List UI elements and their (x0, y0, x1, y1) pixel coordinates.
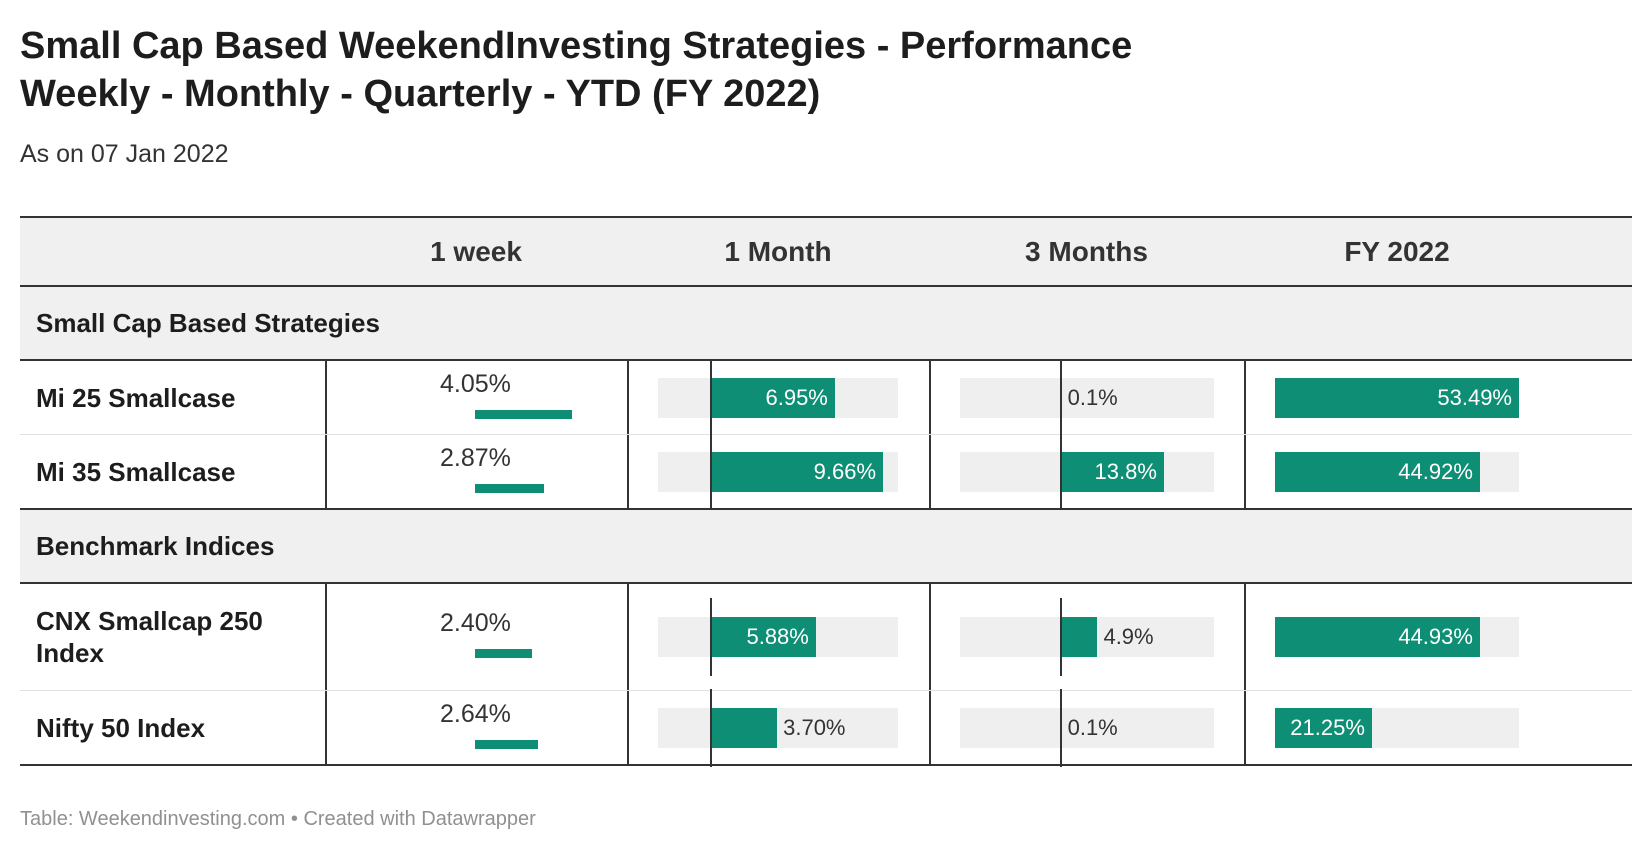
week-value: 4.05% (440, 369, 511, 398)
week-bar (475, 649, 533, 658)
quarter-bar (1060, 617, 1098, 657)
group-label: Small Cap Based Strategies (36, 308, 380, 338)
month-value: 9.66% (813, 458, 877, 484)
month-zero-line (710, 688, 713, 767)
month-bar (711, 617, 816, 657)
month-value: 5.88% (746, 624, 809, 649)
column-divider (325, 584, 327, 690)
week-bar (475, 409, 572, 419)
week-cell: 2.40% (325, 584, 627, 690)
quarter-track (960, 707, 1214, 748)
quarter-zero-line (1059, 358, 1062, 437)
row-label: Mi 25 Smallcase (36, 382, 236, 413)
col-header-month: 1 Month (724, 236, 832, 267)
column-divider (627, 361, 629, 434)
quarter-bar (1060, 451, 1164, 492)
col-header-quarter: 3 Months (1025, 236, 1148, 267)
fy-value: 21.25% (1290, 714, 1365, 740)
col-header-fy: FY 2022 (1344, 236, 1450, 267)
title-line-2: Weekly - Monthly - Quarterly - YTD (FY 2… (20, 73, 821, 115)
week-value: 2.40% (440, 609, 511, 637)
fy-bar (1275, 451, 1480, 492)
column-divider (1244, 435, 1246, 508)
quarter-value: 4.9% (1103, 624, 1154, 649)
quarter-zero-line (1059, 598, 1062, 676)
quarter-zero-line (1059, 688, 1062, 767)
chart-title: Small Cap Based WeekendInvesting Strateg… (20, 22, 1132, 118)
chart-footer: Table: Weekendinvesting.com • Created wi… (20, 808, 536, 830)
quarter-value: 0.1% (1067, 714, 1118, 740)
row-label: Mi 35 Smallcase (36, 456, 236, 487)
column-divider (929, 435, 931, 508)
col-header-week: 1 week (430, 236, 522, 267)
fy-value: 53.49% (1437, 384, 1512, 410)
row-label: CNX Smallcap 250 Index (36, 606, 263, 668)
month-value: 6.95% (765, 384, 828, 410)
column-divider (325, 435, 327, 508)
month-zero-line (710, 432, 713, 511)
month-zero-line (710, 598, 713, 676)
table-row: Nifty 50 Index 2.64% 3.70% 0.1% 21.25% (20, 688, 1632, 767)
column-divider (627, 691, 629, 764)
quarter-track (960, 377, 1214, 418)
column-divider (325, 361, 327, 434)
month-zero-line (710, 358, 713, 437)
week-cell: 2.64% (325, 691, 627, 764)
week-cell: 2.87% (325, 435, 627, 508)
group-header: Small Cap Based Strategies (20, 287, 1632, 361)
column-divider (929, 691, 931, 764)
month-bar (711, 451, 884, 492)
quarter-zero-line (1059, 432, 1062, 511)
week-value: 2.87% (440, 443, 511, 472)
fy-bar (1275, 707, 1372, 748)
fy-value: 44.92% (1398, 458, 1473, 484)
quarter-value: 0.1% (1067, 384, 1118, 410)
month-bar (711, 377, 835, 418)
month-value: 3.70% (783, 714, 846, 740)
title-line-1: Small Cap Based WeekendInvesting Strateg… (20, 25, 1133, 67)
week-bar (475, 739, 539, 749)
fy-bar (1275, 377, 1519, 418)
week-bar (475, 483, 544, 493)
group-label: Benchmark Indices (36, 531, 275, 561)
month-track (658, 707, 898, 748)
performance-table: 1 week 1 Month 3 Months FY 2022 Small Ca… (20, 216, 1632, 767)
group-header: Benchmark Indices (20, 510, 1632, 584)
column-divider (325, 691, 327, 764)
table-row: Mi 25 Smallcase 4.05% 6.95% 0.1% 53.49% (20, 358, 1632, 437)
column-divider (1244, 361, 1246, 434)
month-bar (711, 707, 778, 748)
row-label: Nifty 50 Index (36, 712, 206, 743)
column-divider (1244, 691, 1246, 764)
table-row: Mi 35 Smallcase 2.87% 9.66% 13.8% 44.92% (20, 432, 1632, 511)
column-divider (627, 584, 629, 690)
chart-subtitle: As on 07 Jan 2022 (20, 140, 229, 168)
column-divider (627, 435, 629, 508)
column-divider (929, 361, 931, 434)
table-row: CNX Smallcap 250 Index 2.40% 5.88% 4.9% 44.9… (20, 584, 1632, 691)
quarter-value: 13.8% (1094, 458, 1157, 484)
fy-bar (1275, 617, 1480, 657)
column-divider (1244, 584, 1246, 690)
week-value: 2.64% (440, 699, 511, 728)
week-cell: 4.05% (325, 361, 627, 434)
fy-value: 44.93% (1398, 624, 1473, 649)
column-divider (929, 584, 931, 690)
table-header: 1 week 1 Month 3 Months FY 2022 (20, 216, 1632, 287)
